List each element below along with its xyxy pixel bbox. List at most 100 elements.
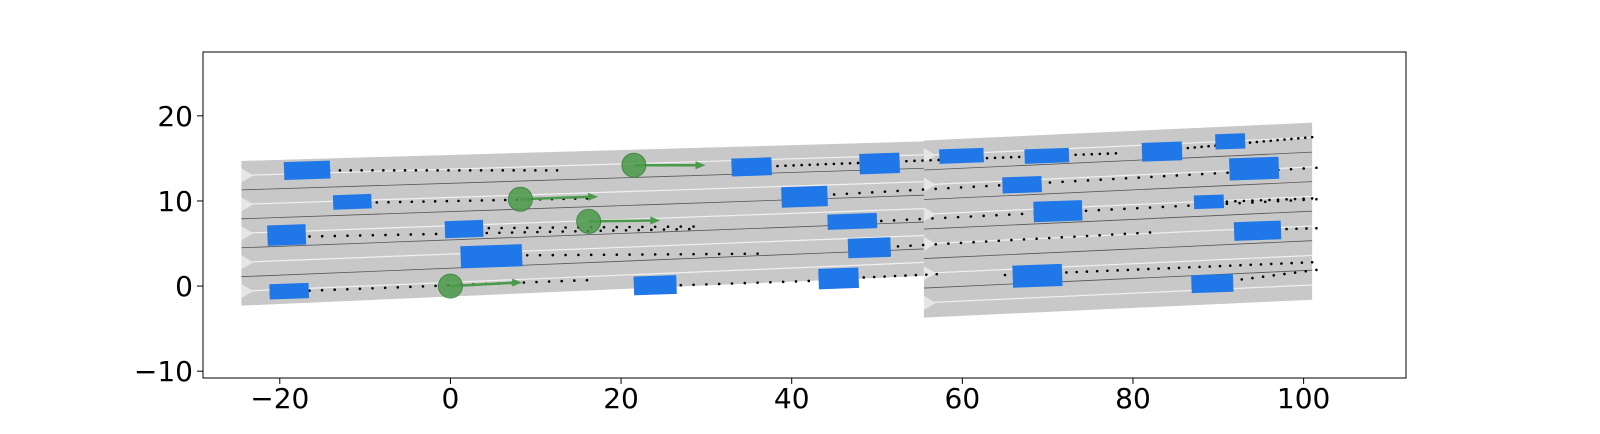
trajectory-point <box>1213 172 1217 175</box>
trajectory-point <box>1228 264 1232 267</box>
trajectory-point <box>1283 272 1286 276</box>
trajectory-point <box>1047 236 1051 240</box>
trajectory-point <box>1285 198 1288 201</box>
trajectory-point <box>308 235 311 238</box>
trajectory-point <box>1272 274 1276 277</box>
velocity-arrowhead <box>512 278 523 287</box>
trajectory-point <box>1150 175 1153 179</box>
trajectory-point <box>1289 167 1293 171</box>
trajectory-point <box>577 253 580 257</box>
trajectory-point <box>913 159 916 163</box>
trajectory-point <box>1268 198 1271 202</box>
trajectory-point <box>510 231 514 234</box>
trajectory-point <box>338 169 342 172</box>
velocity-arrowhead <box>695 161 706 170</box>
trajectory-point <box>1276 198 1280 201</box>
trajectory-point <box>1073 179 1077 183</box>
trajectory-point <box>560 279 564 283</box>
vehicle-box <box>859 152 900 175</box>
vehicle-box <box>444 219 484 239</box>
trajectory-point <box>525 226 529 230</box>
trajectory-point <box>769 280 772 284</box>
trajectory-point <box>1290 137 1293 141</box>
trajectory-point <box>1293 197 1297 201</box>
lane-centerline <box>241 234 924 263</box>
trajectory-point <box>615 225 619 229</box>
trajectory-point <box>1259 263 1263 266</box>
trajectory-point <box>921 159 924 162</box>
trajectory-point <box>921 243 925 247</box>
trajectory-point <box>1310 135 1314 139</box>
trajectory-point <box>1073 235 1076 238</box>
trajectory-point <box>371 233 375 237</box>
trajectory-point <box>800 163 803 167</box>
trajectory-point <box>396 233 400 237</box>
trajectory-point <box>743 252 747 256</box>
trajectory-point <box>1290 261 1293 265</box>
vehicle-box <box>827 212 878 230</box>
trajectory-point <box>1248 141 1252 144</box>
trajectory-point <box>1114 151 1118 155</box>
lane-centerline <box>923 195 1313 215</box>
trajectory-point <box>490 169 494 172</box>
trajectory-point <box>1186 146 1190 150</box>
trajectory-point <box>612 229 615 232</box>
trajectory-point <box>498 231 501 235</box>
trajectory-point <box>1193 146 1197 149</box>
trajectory-point <box>1148 206 1152 209</box>
trajectory-point <box>1074 153 1077 157</box>
trajectory-point <box>573 279 576 282</box>
vehicle-box <box>1215 133 1246 150</box>
trajectory-point <box>523 169 526 172</box>
trajectory-point <box>883 190 887 193</box>
trajectory-point <box>503 198 507 202</box>
trajectory-point <box>650 228 653 232</box>
trajectory-point <box>1315 226 1318 230</box>
vehicle-box <box>731 157 772 177</box>
trajectory-point <box>555 169 559 172</box>
trajectory-point <box>602 225 606 229</box>
vehicle-box <box>332 193 372 210</box>
trajectory-point <box>743 281 747 285</box>
trajectory-point <box>410 200 414 204</box>
trajectory-point <box>1123 207 1126 211</box>
trajectory-point <box>1208 265 1212 268</box>
trajectory-point <box>538 226 542 229</box>
trajectory-point <box>1262 140 1266 143</box>
vehicle-box <box>1233 220 1282 241</box>
trajectory-point <box>1174 204 1177 208</box>
vehicle-box <box>847 237 892 259</box>
lane-boundary <box>923 151 1313 171</box>
trajectory-point <box>512 169 515 172</box>
trajectory-point <box>551 253 555 257</box>
trajectory-point <box>1240 278 1244 281</box>
trajectory-point <box>662 228 666 231</box>
trajectory-point <box>628 253 631 256</box>
trajectory-point <box>513 226 516 230</box>
agent-marker <box>507 186 533 212</box>
trajectory-point <box>1225 202 1229 206</box>
trajectory-point <box>525 253 529 257</box>
trajectory-point <box>717 252 721 256</box>
trajectory-point <box>1293 271 1297 274</box>
agent-marker <box>621 152 647 178</box>
trajectory-point <box>1048 181 1052 184</box>
vehicle-box <box>283 160 331 181</box>
trajectory-point <box>480 199 484 202</box>
trajectory-point <box>383 286 387 290</box>
trajectory-point <box>1255 140 1259 144</box>
vehicle-box <box>1193 194 1225 210</box>
trajectory-point <box>1269 262 1273 266</box>
trajectory-point <box>1251 199 1254 202</box>
trajectory-point <box>615 253 619 256</box>
trajectory-point <box>756 281 759 284</box>
trajectory-point <box>358 234 362 237</box>
trajectory-point <box>653 225 657 229</box>
trajectory-point <box>1188 173 1191 177</box>
lane-direction-arrow <box>923 207 936 222</box>
trajectory-point <box>535 280 538 284</box>
trajectory-point <box>371 169 374 172</box>
trajectory-point <box>1249 263 1253 267</box>
y-tick-label: 10 <box>157 185 193 218</box>
trajectory-point <box>333 234 337 238</box>
